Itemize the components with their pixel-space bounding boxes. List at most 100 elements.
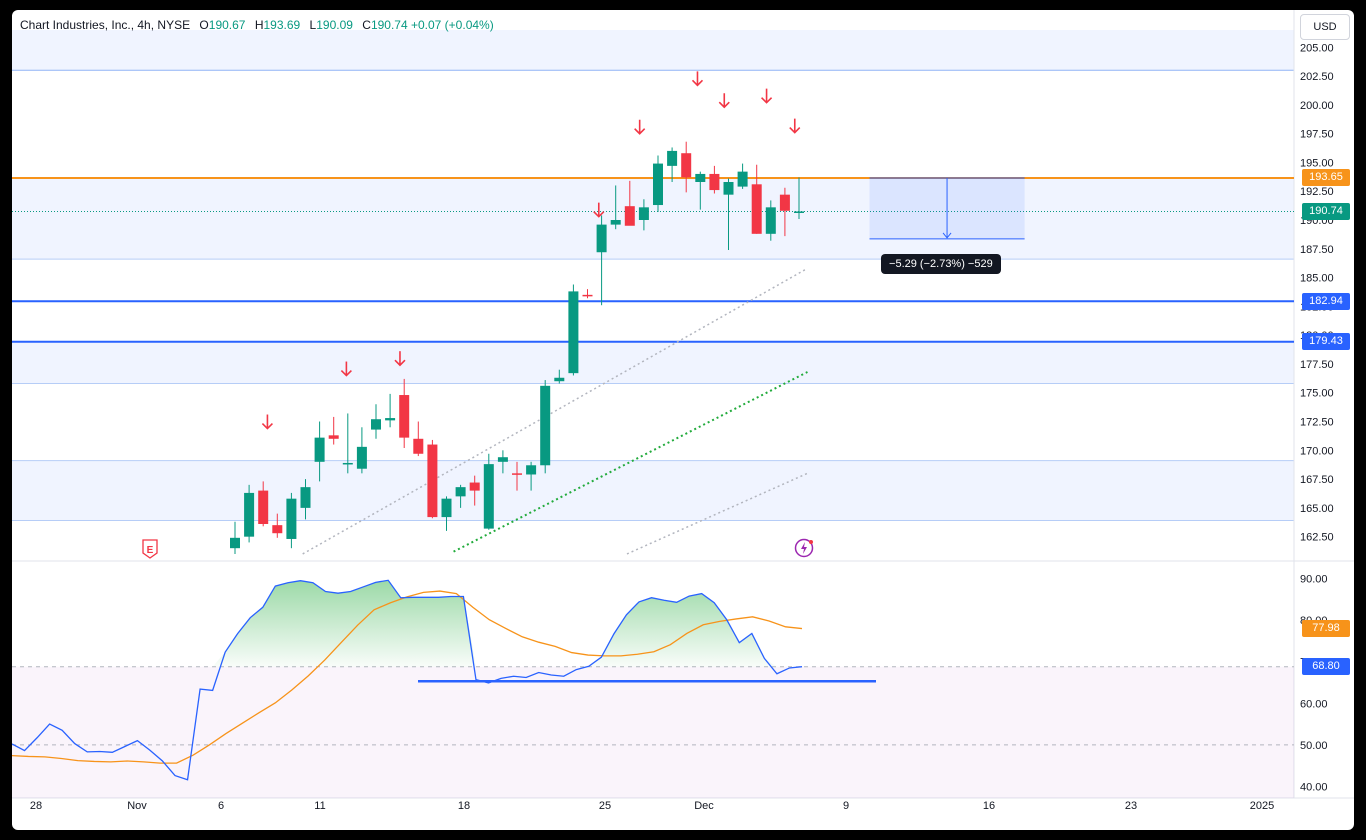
support-resistance-zones — [12, 30, 1294, 522]
candle — [286, 492, 297, 549]
candle-body — [427, 444, 438, 518]
candle — [328, 416, 339, 445]
open-value: 190.67 — [208, 18, 246, 32]
candle — [653, 155, 663, 212]
candle-body — [497, 457, 508, 462]
candle — [342, 413, 353, 474]
candle-body — [469, 482, 480, 491]
candle-body — [695, 173, 706, 182]
candle — [455, 484, 466, 508]
open-label: O — [199, 18, 209, 32]
price-tick: 197.50 — [1300, 129, 1334, 141]
dividend-icon — [794, 538, 814, 558]
candle — [540, 380, 551, 474]
rsi-tick: 50.00 — [1300, 740, 1328, 752]
candle-body — [638, 207, 649, 220]
price-tick: 185.00 — [1300, 273, 1334, 285]
candle-body — [413, 438, 424, 454]
price-tick: 202.50 — [1300, 71, 1334, 83]
candle-body — [356, 446, 367, 469]
candle-body — [653, 163, 663, 206]
svg-text:E: E — [147, 545, 154, 556]
candle-body — [723, 182, 734, 195]
candle-body — [737, 171, 748, 187]
candle — [723, 178, 734, 250]
price-tick: 167.50 — [1300, 474, 1334, 486]
candle — [765, 200, 776, 241]
candle-body — [709, 173, 720, 191]
candle-body — [328, 435, 339, 439]
rsi-tick: 90.00 — [1300, 574, 1328, 586]
candle-body — [244, 492, 255, 537]
earnings-icon: E — [142, 539, 158, 559]
channel-upper — [302, 267, 808, 555]
arrow-down-icon — [261, 414, 273, 430]
high-value: 193.69 — [263, 18, 301, 32]
time-tick: Dec — [694, 800, 714, 812]
time-axis: 28 Nov 6 11 18 25 Dec 9 16 23 2025 — [30, 800, 1274, 812]
time-tick: 16 — [983, 800, 995, 812]
candle-body — [455, 487, 466, 497]
candle — [413, 421, 424, 457]
price-tag: 193.65 — [1302, 169, 1350, 187]
candle-body — [526, 465, 537, 475]
price-axis: 205.00202.50200.00197.50195.00192.50190.… — [1300, 42, 1334, 793]
change-value: +0.07 (+0.04%) — [410, 18, 494, 32]
candle — [751, 164, 762, 234]
candle-body — [371, 419, 381, 430]
candle — [469, 475, 480, 506]
candle-body — [596, 224, 607, 253]
candle-body — [751, 184, 762, 234]
candle — [582, 289, 593, 299]
close-label: C — [362, 18, 371, 32]
price-tag: 68.80 — [1302, 658, 1350, 676]
signal-arrows: E — [142, 71, 814, 559]
candle-body — [667, 150, 678, 166]
measure-arrowhead — [942, 232, 952, 239]
time-tick: 18 — [458, 800, 470, 812]
low-value: 190.09 — [316, 18, 353, 32]
candle-body — [342, 462, 353, 465]
price-tick: 187.50 — [1300, 244, 1334, 256]
candle-body — [681, 153, 692, 178]
time-tick: 11 — [314, 800, 325, 812]
price-tick: 162.50 — [1300, 532, 1334, 544]
candle — [667, 147, 678, 182]
candle — [272, 513, 283, 538]
candle-body — [582, 294, 593, 297]
price-tick: 195.00 — [1300, 157, 1334, 169]
candle-body — [624, 206, 635, 226]
candle — [779, 187, 790, 237]
candle — [371, 404, 381, 439]
measure-tool — [869, 177, 1025, 240]
candle — [709, 165, 720, 194]
currency-button[interactable]: USD — [1300, 14, 1350, 40]
time-tick: 9 — [843, 800, 849, 812]
rsi-line — [12, 579, 803, 781]
candle — [638, 199, 649, 231]
arrow-down-icon — [691, 71, 704, 87]
candlestick-chart[interactable]: E 205.00202.50200.00197.50195.00192.5019… — [12, 10, 1354, 830]
rsi-tick: 60.00 — [1300, 698, 1328, 710]
price-tick: 172.50 — [1300, 417, 1334, 429]
candle — [624, 180, 635, 226]
rsi-pane — [12, 579, 1294, 798]
candle — [526, 461, 537, 491]
price-tick: 205.00 — [1300, 42, 1334, 54]
time-tick: 2025 — [1250, 800, 1274, 812]
low-label: L — [309, 18, 317, 32]
trend-channel — [302, 267, 808, 555]
time-tick: 6 — [218, 800, 224, 812]
price-tick: 170.00 — [1300, 445, 1334, 457]
candle-body — [399, 395, 410, 438]
close-value: 190.74 — [370, 18, 408, 32]
candle-body — [300, 487, 311, 508]
arrow-down-icon — [789, 118, 801, 134]
price-tick: 165.00 — [1300, 503, 1334, 515]
time-tick: 23 — [1125, 800, 1137, 812]
candle-body — [765, 207, 776, 234]
price-tag: 77.98 — [1302, 620, 1350, 638]
time-tick: 28 — [30, 800, 42, 812]
candle — [737, 163, 748, 189]
candle-body — [314, 437, 325, 462]
